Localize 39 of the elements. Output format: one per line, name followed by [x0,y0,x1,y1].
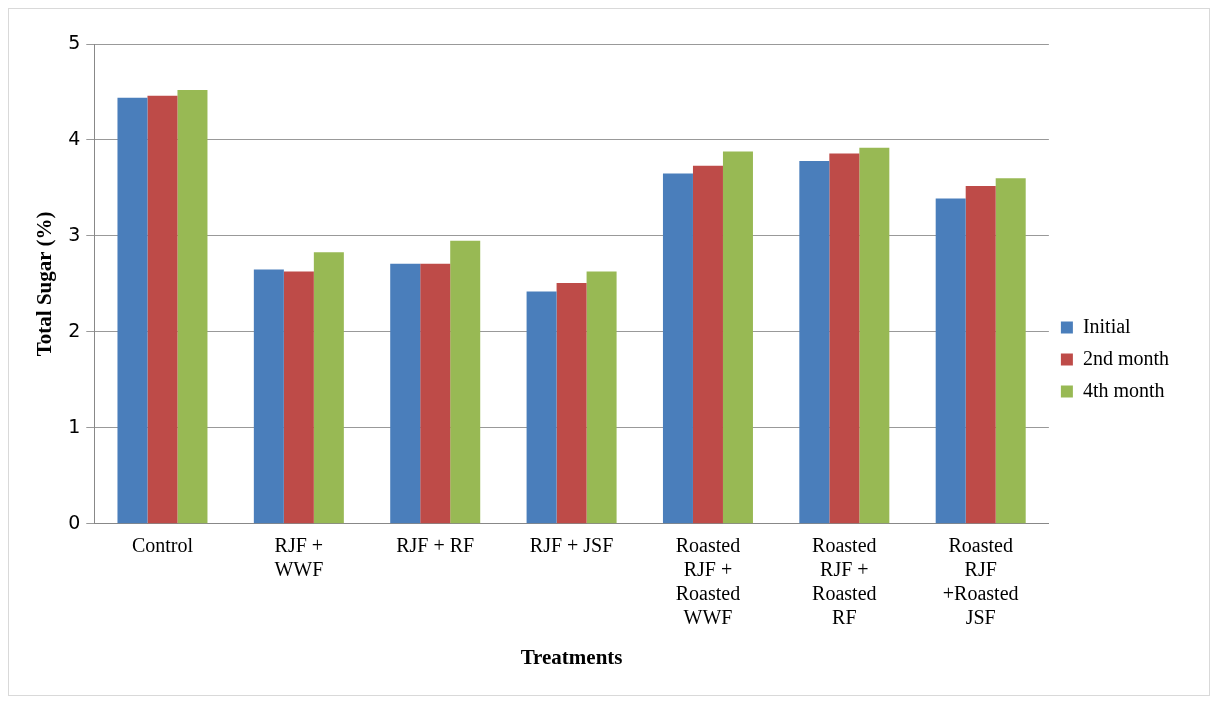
bar [556,282,587,524]
bar [117,97,148,524]
y-tick-label: 0 [68,510,81,533]
bar [935,198,966,524]
bar [995,178,1026,524]
legend-label: Initial [1082,314,1132,337]
bar [662,173,693,524]
x-tick-label: Control [131,534,194,557]
y-tick-label: 5 [68,30,81,53]
x-tick-label: Roasted RJF + Roasted WWF [675,534,741,629]
y-tick-label: 2 [68,318,81,341]
bar [965,186,996,524]
bar [147,95,178,524]
legend-label: 2nd month [1082,346,1170,369]
bar [420,263,451,524]
bar [253,269,284,524]
x-axis-title: Treatments [520,644,623,669]
bar [390,263,421,524]
bar [586,271,617,524]
y-tick-label: 3 [68,222,81,245]
bar [692,165,723,524]
x-tick-label: Roasted RJF + Roasted RF [812,534,877,629]
bar [313,252,344,524]
y-tick-label: 1 [68,414,81,437]
bar [859,147,890,524]
bar [177,90,208,524]
bar [829,153,860,524]
bar [283,271,314,524]
bar [722,151,753,524]
bar [799,161,830,524]
x-tick-label: RJF + RF [396,534,475,557]
bar [450,240,481,524]
y-tick-label: 4 [68,126,81,149]
legend-label: 4th month [1082,378,1165,401]
bar [526,291,557,524]
y-axis-title: Total Sugar (%) [32,211,57,357]
x-tick-label: Roasted RJF +Roasted JSF [942,534,1019,629]
x-tick-label: RJF + WWF [274,534,324,581]
x-tick-label: RJF + JSF [529,534,614,557]
